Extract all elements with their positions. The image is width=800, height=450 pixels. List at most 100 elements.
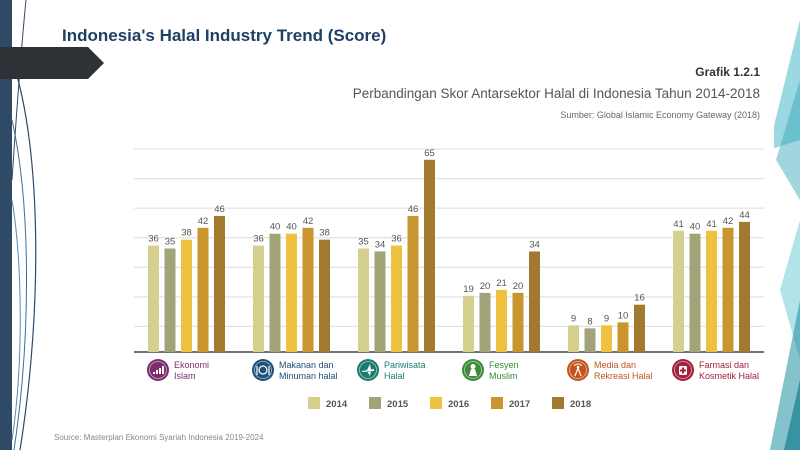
title-arrow — [0, 47, 104, 79]
bar-2014-cat-3 — [463, 295, 474, 352]
category-label-line1: Media dan — [594, 360, 636, 370]
chart-title: Perbandingan Skor Antarsektor Halal di I… — [353, 86, 760, 101]
value-label: 20 — [513, 281, 524, 292]
legend-swatch-2017 — [491, 397, 503, 409]
bar-2014-cat-0 — [148, 245, 159, 352]
value-label: 40 — [270, 222, 281, 233]
value-labels: 36 35 38 42 46 36 40 40 42 38 35 34 36 46 65 19 20 21 20 34… — [148, 148, 750, 328]
category-label-line2: Rekreasi Halal — [594, 371, 653, 381]
value-label: 8 — [587, 316, 592, 327]
bars — [148, 159, 750, 352]
figure-label: Grafik 1.2.1 — [695, 65, 760, 79]
value-label: 35 — [165, 237, 176, 248]
category-label-line1: Ekonomi — [174, 360, 209, 370]
category-label-line1: Makanan dan — [279, 360, 334, 370]
bar-2016-cat-4 — [601, 325, 612, 352]
value-label: 42 — [303, 216, 314, 227]
value-label: 41 — [673, 219, 684, 230]
bar-2016-cat-3 — [496, 289, 507, 352]
bar-2015-cat-5 — [689, 233, 701, 352]
bar-2014-cat-2 — [358, 248, 369, 352]
bar-2018-cat-1 — [319, 239, 330, 352]
bar-2016-cat-1 — [286, 233, 297, 352]
bar-2017-cat-4 — [617, 322, 629, 352]
bar-2016-cat-2 — [391, 245, 402, 352]
chart-subtitle: Sumber: Global Islamic Economy Gateway (… — [560, 110, 760, 120]
legend-label-2017: 2017 — [509, 399, 530, 410]
bar-2018-cat-4 — [634, 304, 645, 352]
value-label: 40 — [286, 222, 297, 233]
value-label: 46 — [214, 204, 225, 215]
value-label: 20 — [480, 281, 491, 292]
bar-2018-cat-5 — [739, 221, 750, 352]
legend-swatch-2016 — [430, 397, 442, 409]
bar-2018-cat-2 — [424, 159, 435, 352]
value-label: 65 — [424, 148, 435, 159]
bar-2014-cat-4 — [568, 325, 579, 352]
value-label: 9 — [604, 313, 609, 324]
bar-2016-cat-0 — [181, 239, 192, 352]
legend-label-2014: 2014 — [326, 399, 348, 410]
value-label: 34 — [529, 239, 540, 250]
value-label: 36 — [148, 234, 159, 245]
airplane-icon — [357, 359, 379, 381]
value-label: 35 — [358, 237, 369, 248]
value-label: 40 — [690, 222, 701, 233]
chart-bars-icon — [147, 359, 169, 381]
bar-chart: Grafik 1.2.1 Perbandingan Skor Antarsekt… — [134, 65, 764, 410]
bar-2018-cat-0 — [214, 215, 225, 352]
bar-2015-cat-0 — [164, 248, 176, 352]
value-label: 10 — [618, 310, 629, 321]
value-label: 9 — [571, 313, 576, 324]
left-decoration — [0, 0, 37, 450]
bar-2017-cat-3 — [512, 292, 524, 352]
bar-2017-cat-5 — [722, 227, 734, 352]
legend: 2014 2015 2016 2017 2018 — [308, 397, 591, 410]
bar-2017-cat-1 — [302, 227, 314, 352]
broadcast-icon — [567, 359, 589, 381]
slide-title: Indonesia's Halal Industry Trend (Score) — [62, 26, 387, 45]
bar-2014-cat-5 — [673, 230, 684, 352]
bar-2015-cat-1 — [269, 233, 281, 352]
value-label: 19 — [463, 284, 474, 295]
hijab-icon — [462, 359, 484, 381]
bar-2017-cat-2 — [407, 215, 419, 352]
value-label: 34 — [375, 239, 386, 250]
category-label-line2: Minuman halal — [279, 371, 338, 381]
legend-swatch-2014 — [308, 397, 320, 409]
category-label-line2: Islam — [174, 371, 196, 381]
value-label: 36 — [253, 234, 264, 245]
bar-2015-cat-3 — [479, 292, 491, 352]
category-label-line2: Muslim — [489, 371, 518, 381]
value-label: 44 — [739, 210, 750, 221]
cutlery-icon — [252, 359, 274, 381]
grid — [134, 148, 764, 353]
category-label-line1: Fesyen — [489, 360, 519, 370]
value-label: 36 — [391, 234, 402, 245]
value-label: 42 — [198, 216, 209, 227]
value-label: 46 — [408, 204, 419, 215]
bar-2018-cat-3 — [529, 251, 540, 352]
legend-swatch-2018 — [552, 397, 564, 409]
value-label: 38 — [319, 228, 330, 239]
bar-2015-cat-4 — [584, 328, 596, 352]
value-label: 41 — [706, 219, 717, 230]
category-label-line1: Pariwisata — [384, 360, 426, 370]
value-label: 21 — [496, 278, 507, 289]
value-label: 38 — [181, 228, 192, 239]
legend-label-2016: 2016 — [448, 399, 469, 410]
chart-panel: Grafik 1.2.1 Perbandingan Skor Antarsekt… — [118, 56, 774, 424]
bar-2016-cat-5 — [706, 230, 717, 352]
bar-2014-cat-1 — [253, 245, 264, 352]
category-label-line2: Kosmetik Halal — [699, 371, 759, 381]
right-decoration — [768, 20, 800, 450]
value-label: 42 — [723, 216, 734, 227]
bar-2017-cat-0 — [197, 227, 209, 352]
pharmacy-icon — [672, 359, 694, 381]
legend-swatch-2015 — [369, 397, 381, 409]
legend-label-2015: 2015 — [387, 399, 409, 410]
category-label-line2: Halal — [384, 371, 405, 381]
category-label-line1: Farmasi dan — [699, 360, 749, 370]
slide-footer: Source: Masterplan Ekonomi Syariah Indon… — [54, 433, 264, 442]
